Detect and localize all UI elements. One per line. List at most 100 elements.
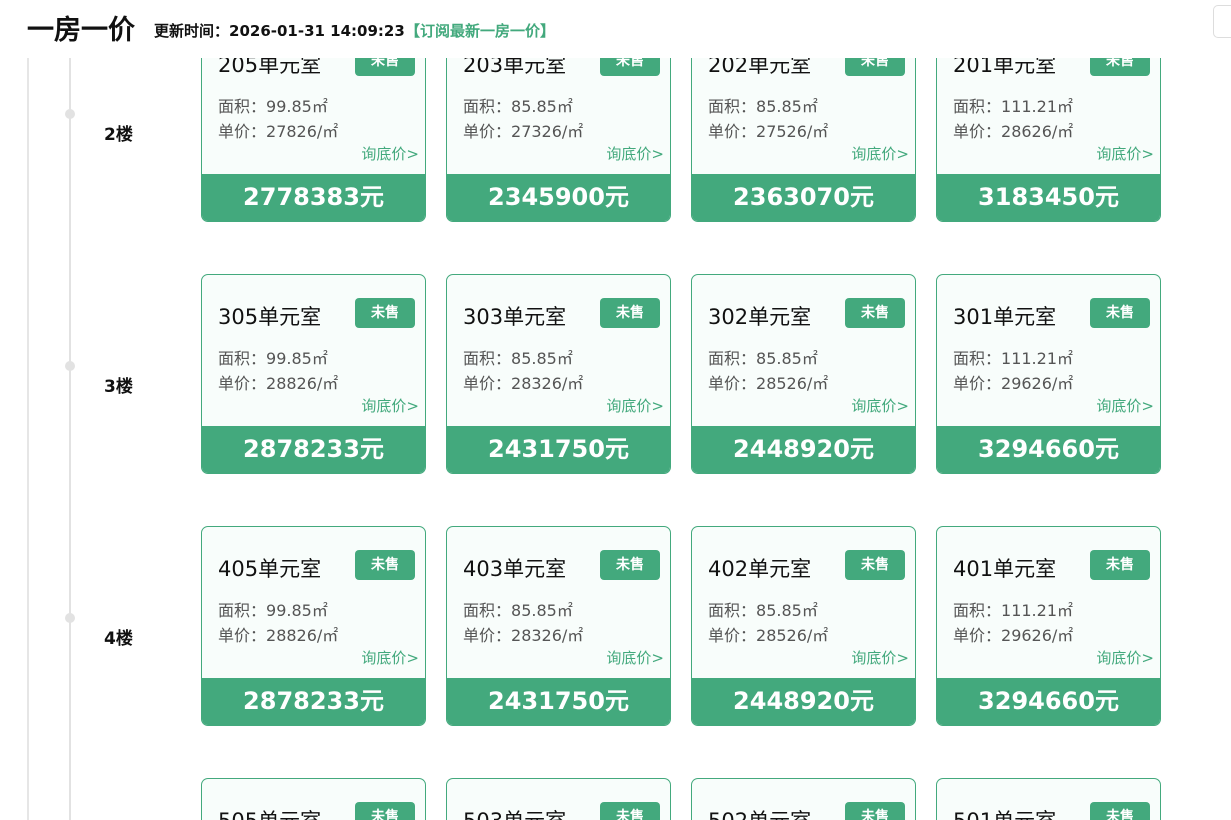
unit-price-label: 单价： — [463, 122, 512, 141]
unit-card[interactable]: 305单元室 未售 面积：99.85㎡ 单价：28826/㎡ 询底价> 28782… — [201, 274, 426, 474]
unit-card[interactable]: 501单元室 未售 — [936, 778, 1161, 820]
unit-price: 单价：28826/㎡ — [218, 370, 338, 394]
unit-price-value: 28326/㎡ — [511, 626, 584, 645]
area: 面积：85.85㎡ — [708, 93, 818, 117]
ask-lowest-price-link[interactable]: 询底价> — [851, 397, 909, 415]
unit-price-label: 单价： — [953, 626, 1002, 645]
area-value: 85.85㎡ — [756, 349, 818, 368]
area-value: 111.21㎡ — [1001, 601, 1074, 620]
unit-price-label: 单价： — [218, 374, 267, 393]
room-number: 401单元室 — [953, 557, 1057, 581]
status-badge: 未售 — [1090, 298, 1150, 328]
unit-price-value: 28826/㎡ — [266, 374, 339, 393]
unit-card[interactable]: 405单元室 未售 面积：99.85㎡ 单价：28826/㎡ 询底价> 28782… — [201, 526, 426, 726]
total-price: 3183450元 — [937, 174, 1160, 221]
subscribe-link[interactable]: 【订阅最新一房一价】 — [405, 22, 556, 40]
room-number: 302单元室 — [708, 305, 812, 329]
ask-lowest-price-link[interactable]: 询底价> — [606, 145, 664, 163]
area-label: 面积： — [953, 349, 1002, 368]
floor-label: 2楼 — [104, 125, 133, 145]
update-time: 更新时间：2026-01-31 14:09:23 — [154, 20, 405, 41]
area-label: 面积： — [708, 349, 757, 368]
status-badge: 未售 — [355, 298, 415, 328]
unit-price: 单价：28326/㎡ — [463, 370, 583, 394]
unit-price: 单价：28826/㎡ — [218, 622, 338, 646]
area-value: 85.85㎡ — [511, 97, 573, 116]
unit-card[interactable]: 302单元室 未售 面积：85.85㎡ 单价：28526/㎡ 询底价> 24489… — [691, 274, 916, 474]
unit-price: 单价：29626/㎡ — [953, 622, 1073, 646]
area-value: 99.85㎡ — [266, 349, 328, 368]
ask-lowest-price-link[interactable]: 询底价> — [851, 145, 909, 163]
unit-price-value: 28626/㎡ — [1001, 122, 1074, 141]
unit-price-label: 单价： — [708, 374, 757, 393]
ask-lowest-price-link[interactable]: 询底价> — [361, 397, 419, 415]
unit-price: 单价：27326/㎡ — [463, 118, 583, 142]
timeline-dot — [65, 109, 75, 119]
corner-button[interactable] — [1213, 5, 1231, 38]
unit-card[interactable]: 402单元室 未售 面积：85.85㎡ 单价：28526/㎡ 询底价> 24489… — [691, 526, 916, 726]
unit-price: 单价：27526/㎡ — [708, 118, 828, 142]
ask-lowest-price-link[interactable]: 询底价> — [1096, 145, 1154, 163]
area: 面积：85.85㎡ — [463, 597, 573, 621]
area-value: 111.21㎡ — [1001, 349, 1074, 368]
unit-price-value: 28326/㎡ — [511, 374, 584, 393]
header: 一房一价 更新时间：2026-01-31 14:09:23 【订阅最新一房一价】 — [0, 0, 1231, 58]
ask-lowest-price-link[interactable]: 询底价> — [606, 397, 664, 415]
area-label: 面积： — [463, 97, 512, 116]
room-number: 402单元室 — [708, 557, 812, 581]
room-number: 301单元室 — [953, 305, 1057, 329]
room-number: 505单元室 — [218, 805, 321, 820]
total-price: 2448920元 — [692, 426, 915, 473]
ask-lowest-price-link[interactable]: 询底价> — [851, 649, 909, 667]
unit-card[interactable]: 502单元室 未售 — [691, 778, 916, 820]
area-label: 面积： — [953, 97, 1002, 116]
area-label: 面积： — [463, 349, 512, 368]
ask-lowest-price-link[interactable]: 询底价> — [606, 649, 664, 667]
status-badge: 未售 — [355, 550, 415, 580]
unit-price-value: 28826/㎡ — [266, 626, 339, 645]
room-number: 405单元室 — [218, 557, 322, 581]
unit-price-value: 27526/㎡ — [756, 122, 829, 141]
area-value: 99.85㎡ — [266, 601, 328, 620]
area-value: 85.85㎡ — [511, 601, 573, 620]
total-price: 3294660元 — [937, 426, 1160, 473]
unit-price-label: 单价： — [463, 374, 512, 393]
update-label: 更新时间： — [154, 22, 230, 40]
status-badge: 未售 — [600, 298, 660, 328]
area: 面积：85.85㎡ — [463, 345, 573, 369]
floor-label: 3楼 — [104, 377, 133, 397]
status-badge: 未售 — [600, 550, 660, 580]
total-price: 2363070元 — [692, 174, 915, 221]
ask-lowest-price-link[interactable]: 询底价> — [361, 145, 419, 163]
update-value: 2026-01-31 14:09:23 — [229, 22, 405, 40]
room-number: 303单元室 — [463, 305, 567, 329]
area-value: 85.85㎡ — [756, 601, 818, 620]
unit-card[interactable]: 301单元室 未售 面积：111.21㎡ 单价：29626/㎡ 询底价> 3294… — [936, 274, 1161, 474]
room-number: 305单元室 — [218, 305, 322, 329]
area-value: 111.21㎡ — [1001, 97, 1074, 116]
ask-lowest-price-link[interactable]: 询底价> — [361, 649, 419, 667]
unit-price-value: 29626/㎡ — [1001, 374, 1074, 393]
unit-price-label: 单价： — [218, 626, 267, 645]
unit-price: 单价：27826/㎡ — [218, 118, 338, 142]
room-number: 503单元室 — [463, 805, 566, 820]
ask-lowest-price-link[interactable]: 询底价> — [1096, 397, 1154, 415]
area: 面积：99.85㎡ — [218, 597, 328, 621]
unit-card[interactable]: 503单元室 未售 — [446, 778, 671, 820]
unit-card[interactable]: 505单元室 未售 — [201, 778, 426, 820]
status-badge: 未售 — [600, 802, 660, 820]
area-label: 面积： — [463, 601, 512, 620]
area-label: 面积： — [708, 97, 757, 116]
unit-price-label: 单价： — [953, 122, 1002, 141]
ask-lowest-price-link[interactable]: 询底价> — [1096, 649, 1154, 667]
room-number: 501单元室 — [953, 805, 1056, 820]
total-price: 2778383元 — [202, 174, 425, 221]
unit-card[interactable]: 303单元室 未售面积：85.85㎡ 单价：28326/㎡ 询底价> 24317… — [446, 274, 671, 474]
unit-price-value: 27326/㎡ — [511, 122, 584, 141]
unit-card[interactable]: 401单元室 未售 面积：111.21㎡ 单价：29626/㎡ 询底价> 3294… — [936, 526, 1161, 726]
unit-card[interactable]: 403单元室 未售 面积：85.85㎡ 单价：28326/㎡ 询底价> 24317… — [446, 526, 671, 726]
area: 面积：99.85㎡ — [218, 345, 328, 369]
unit-price-value: 27826/㎡ — [266, 122, 339, 141]
total-price: 2431750元 — [447, 426, 670, 473]
status-badge: 未售 — [845, 298, 905, 328]
